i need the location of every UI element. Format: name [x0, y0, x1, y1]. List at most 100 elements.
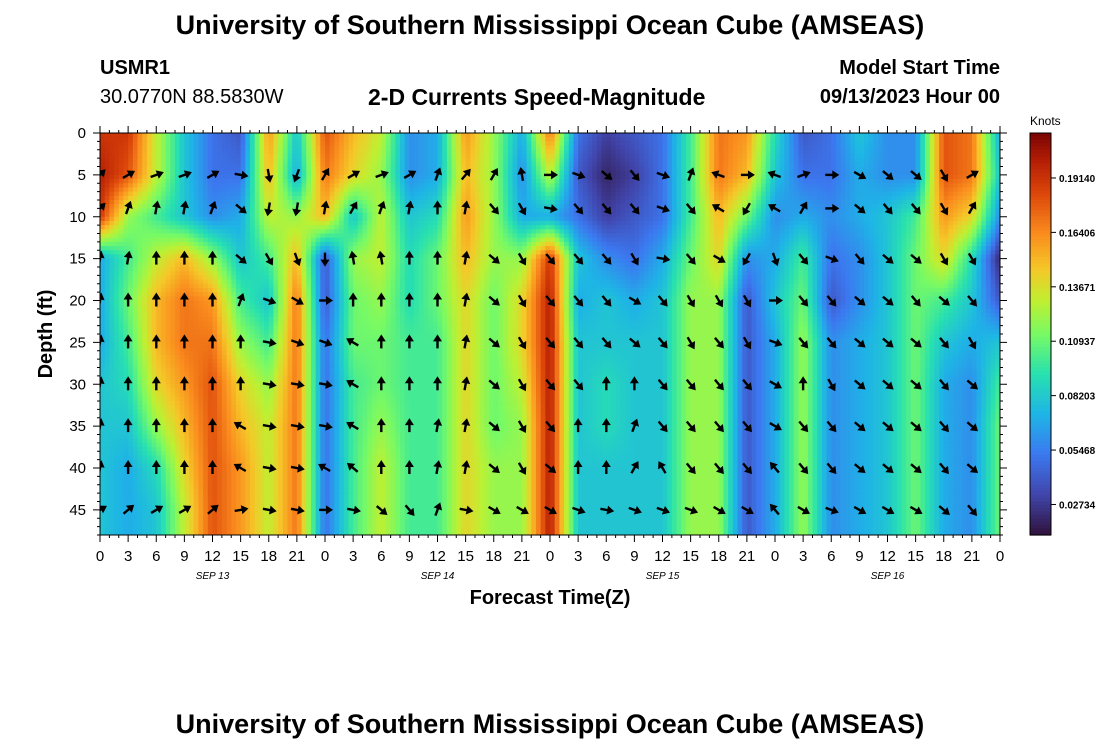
heatmap-cell — [700, 158, 705, 163]
heatmap-cell — [283, 146, 288, 151]
heatmap-cell — [869, 171, 874, 176]
heatmap-cell — [194, 171, 199, 176]
heatmap-cell — [484, 154, 489, 159]
heatmap-cell — [302, 150, 307, 155]
heatmap-cell — [550, 150, 555, 155]
heatmap-cell — [414, 158, 419, 163]
heatmap-cell — [513, 158, 518, 163]
heatmap-cell — [348, 150, 353, 155]
heatmap-cell — [170, 175, 175, 180]
heatmap-cell — [958, 167, 963, 172]
heatmap-cell — [963, 150, 968, 155]
heatmap-cell — [114, 179, 119, 184]
heatmap-cell — [409, 154, 414, 159]
heatmap-cell — [508, 133, 513, 138]
heatmap-cell — [592, 141, 597, 146]
heatmap-cell — [719, 154, 724, 159]
heatmap-cell — [545, 162, 550, 167]
heatmap-cell — [161, 141, 166, 146]
heatmap-cell — [569, 175, 574, 180]
heatmap-cell — [888, 133, 893, 138]
heatmap-cell — [597, 141, 602, 146]
heatmap-cell — [217, 146, 222, 151]
heatmap-cell — [766, 150, 771, 155]
heatmap-cell — [452, 133, 457, 138]
heatmap-cell — [531, 162, 536, 167]
heatmap-cell — [625, 167, 630, 172]
heatmap-cell — [513, 150, 518, 155]
heatmap-cell — [138, 162, 143, 167]
heatmap-cell — [714, 150, 719, 155]
heatmap-cell — [470, 167, 475, 172]
heatmap-cell — [813, 137, 818, 142]
heatmap-cell — [733, 171, 738, 176]
heatmap-cell — [747, 158, 752, 163]
heatmap-cell — [306, 167, 311, 172]
heatmap-cell — [869, 133, 874, 138]
heatmap-cell — [386, 167, 391, 172]
heatmap-cell — [963, 162, 968, 167]
heatmap-cell — [714, 154, 719, 159]
heatmap-cell — [981, 162, 986, 167]
heatmap-cell — [606, 158, 611, 163]
heatmap-cell — [456, 167, 461, 172]
heatmap-cell — [634, 146, 639, 151]
heatmap-cell — [953, 167, 958, 172]
heatmap-cell — [925, 171, 930, 176]
heatmap-cell — [152, 133, 157, 138]
heatmap-cell — [381, 150, 386, 155]
heatmap-cell — [381, 133, 386, 138]
heatmap-cell — [841, 171, 846, 176]
heatmap-cell — [245, 154, 250, 159]
heatmap-cell — [902, 150, 907, 155]
heatmap-cell — [583, 171, 588, 176]
heatmap-cell — [353, 137, 358, 142]
heatmap-cell — [391, 133, 396, 138]
heatmap-cell — [386, 175, 391, 180]
heatmap-cell — [447, 154, 452, 159]
heatmap-cell — [316, 167, 321, 172]
heatmap-cell — [677, 137, 682, 142]
heatmap-cell — [377, 133, 382, 138]
heatmap-cell — [442, 162, 447, 167]
heatmap-cell — [184, 162, 189, 167]
heatmap-cell — [597, 146, 602, 151]
heatmap-cell — [503, 167, 508, 172]
heatmap-cell — [930, 137, 935, 142]
heatmap-cell — [813, 158, 818, 163]
heatmap-cell — [869, 158, 874, 163]
heatmap-cell — [672, 146, 677, 151]
heatmap-cell — [841, 162, 846, 167]
heatmap-cell — [864, 133, 869, 138]
heatmap-cell — [925, 154, 930, 159]
heatmap-cell — [423, 162, 428, 167]
heatmap-cell — [320, 141, 325, 146]
heatmap-cell — [231, 146, 236, 151]
heatmap-cell — [625, 146, 630, 151]
heatmap-cell — [869, 162, 874, 167]
heatmap-cell — [845, 175, 850, 180]
heatmap-cell — [288, 175, 293, 180]
heatmap-cell — [728, 162, 733, 167]
heatmap-cell — [859, 158, 864, 163]
heatmap-cell — [709, 137, 714, 142]
heatmap-cell — [452, 175, 457, 180]
heatmap-cell — [855, 158, 860, 163]
heatmap-cell — [517, 146, 522, 151]
heatmap-cell — [859, 162, 864, 167]
heatmap-cell — [714, 137, 719, 142]
heatmap-cell — [761, 146, 766, 151]
heatmap-cell — [278, 154, 283, 159]
heatmap-cell — [161, 175, 166, 180]
heatmap-cell — [850, 162, 855, 167]
heatmap-cell — [283, 137, 288, 142]
heatmap-cell — [452, 158, 457, 163]
heatmap-cell — [184, 137, 189, 142]
heatmap-cell — [105, 158, 110, 163]
heatmap-cell — [916, 141, 921, 146]
heatmap-cell — [259, 150, 264, 155]
heatmap-cell — [752, 137, 757, 142]
heatmap-cell — [569, 146, 574, 151]
heatmap-cell — [583, 133, 588, 138]
heatmap-cell — [817, 137, 822, 142]
